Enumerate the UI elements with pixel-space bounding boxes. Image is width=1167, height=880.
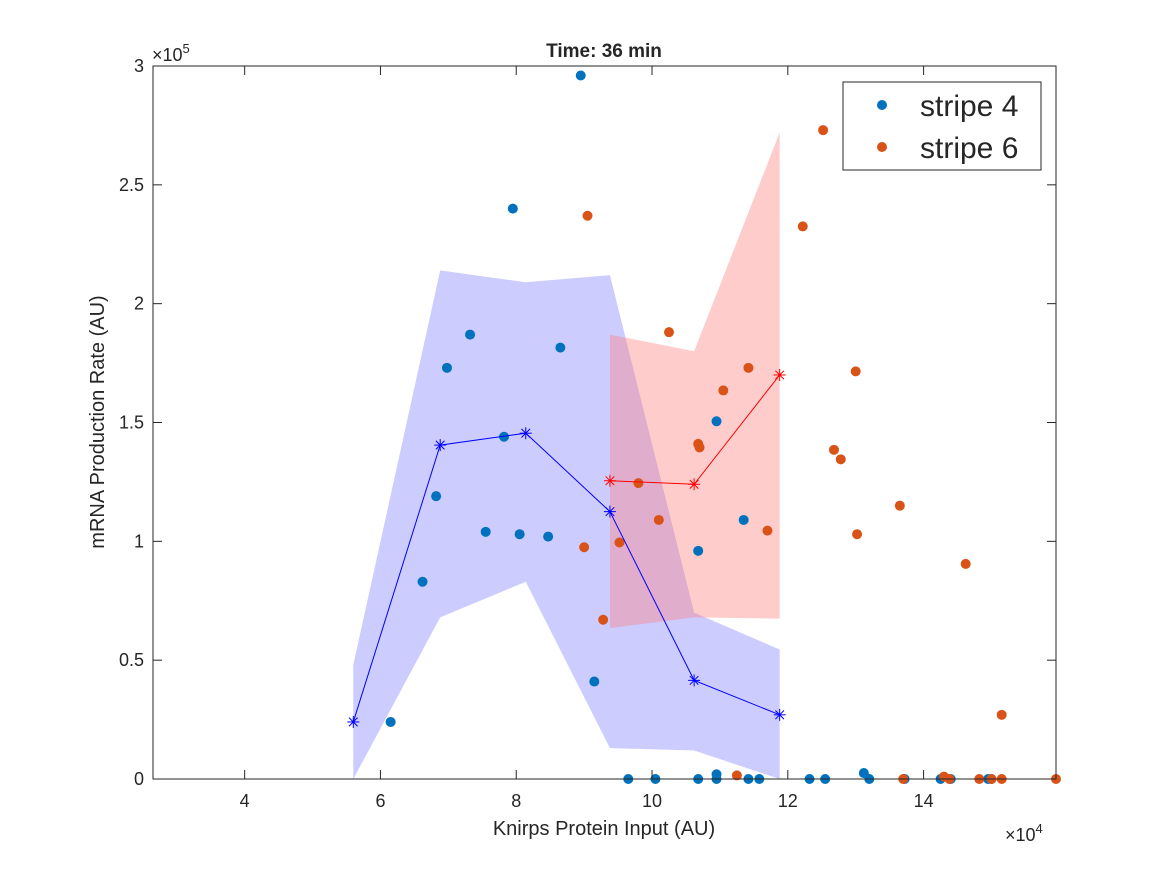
stripe-6-point — [718, 385, 729, 396]
y-axis-ticks: 0 0.5 1 1.5 2 2.5 3 — [119, 56, 1056, 789]
stripe-6-point — [852, 529, 863, 540]
stripe-4-point — [507, 203, 518, 214]
x-axis-exponent: ×104 — [1005, 821, 1043, 845]
legend: stripe 4 stripe 6 — [842, 81, 1042, 171]
y-tick-label: 2 — [134, 294, 144, 314]
legend-label-stripe-4: stripe 4 — [920, 90, 1018, 123]
stripe-4-point — [693, 545, 704, 556]
stripe-6-point — [818, 125, 829, 136]
y-tick-label: 0.5 — [119, 650, 144, 670]
legend-marker-stripe-4 — [877, 100, 887, 110]
stripe-6-point — [762, 525, 773, 536]
stripe-4-point — [385, 716, 396, 727]
band-2 — [353, 270, 780, 779]
stripe-4-point — [711, 416, 722, 427]
stripe-6-point — [835, 454, 846, 465]
stripe-4-point — [441, 362, 452, 373]
mean-marker-2 — [519, 427, 532, 440]
x-exponent-power: 4 — [1036, 821, 1043, 836]
stripe-4-point — [589, 676, 600, 687]
stripe-6-point — [694, 442, 705, 453]
y-exponent-power: 5 — [183, 41, 190, 56]
y-tick-label: 2.5 — [119, 175, 144, 195]
stripe-4-point — [417, 576, 428, 587]
x-axis-label: Knirps Protein Input (AU) — [493, 818, 715, 840]
mean-marker-2 — [773, 708, 786, 721]
y-tick-label: 0 — [134, 769, 144, 789]
stripe-6-point — [664, 327, 674, 338]
stripe-6-point — [743, 362, 754, 373]
y-tick-label: 1.5 — [119, 413, 144, 433]
stripe-6-point — [850, 366, 861, 377]
stripe-4-point — [575, 70, 586, 81]
mean-marker-2 — [434, 439, 447, 452]
y-axis-label: mRNA Production Rate (AU) — [87, 295, 109, 548]
x-tick-label: 12 — [778, 791, 798, 811]
x-tick-label: 4 — [240, 791, 250, 811]
stripe-4-point — [480, 526, 491, 537]
stripe-6-point — [828, 444, 839, 455]
stripe-6-point — [614, 537, 625, 548]
legend-marker-stripe-6 — [877, 142, 887, 152]
x-tick-label: 8 — [511, 791, 521, 811]
mean-marker-2 — [603, 505, 616, 518]
stripe-6-point — [731, 770, 742, 781]
x-axis-ticks: 4 6 8 10 12 14 — [240, 66, 934, 811]
confidence-bands — [353, 132, 780, 779]
y-tick-label: 1 — [134, 531, 144, 551]
stripe-4-point — [431, 491, 442, 502]
y-tick-label: 3 — [134, 56, 144, 76]
y-axis-exponent: ×105 — [152, 41, 190, 65]
stripe-6-point — [582, 210, 593, 221]
x-tick-label: 6 — [375, 791, 385, 811]
x-tick-label: 10 — [642, 791, 662, 811]
mean-marker-2 — [688, 674, 701, 687]
stripe-6-point — [797, 221, 808, 232]
mean-marker-3 — [773, 368, 786, 381]
stripe-4-point — [555, 342, 566, 353]
stripe-4-point — [514, 529, 525, 540]
stripe-6-point — [894, 500, 905, 511]
stripe-6-point — [579, 542, 590, 553]
legend-box — [842, 81, 1042, 171]
chart-title: Time: 36 min — [546, 41, 662, 62]
y-exponent-base: ×10 — [152, 45, 183, 65]
stripe-4-point — [499, 431, 510, 442]
mean-line-2 — [352, 432, 780, 723]
legend-label-stripe-6: stripe 6 — [920, 132, 1018, 165]
stripe-6-point — [633, 478, 644, 489]
x-exponent-base: ×10 — [1005, 825, 1036, 845]
band-3 — [609, 132, 780, 629]
stripe-6-point — [996, 709, 1007, 720]
mean-marker-3 — [688, 478, 701, 491]
stripe-4-point — [711, 769, 722, 780]
trend-lines — [347, 368, 786, 728]
stripe-4-point — [543, 531, 554, 542]
scatter-points — [385, 70, 1061, 784]
x-tick-label: 14 — [914, 791, 934, 811]
stripe-4-point — [738, 514, 749, 525]
stripe-6-point — [653, 514, 664, 525]
stripe-6-point — [598, 614, 609, 625]
stripe-6-point — [960, 558, 971, 569]
stripe-4-point — [465, 329, 476, 340]
mean-marker-2 — [347, 715, 360, 728]
mean-marker-3 — [603, 474, 616, 487]
